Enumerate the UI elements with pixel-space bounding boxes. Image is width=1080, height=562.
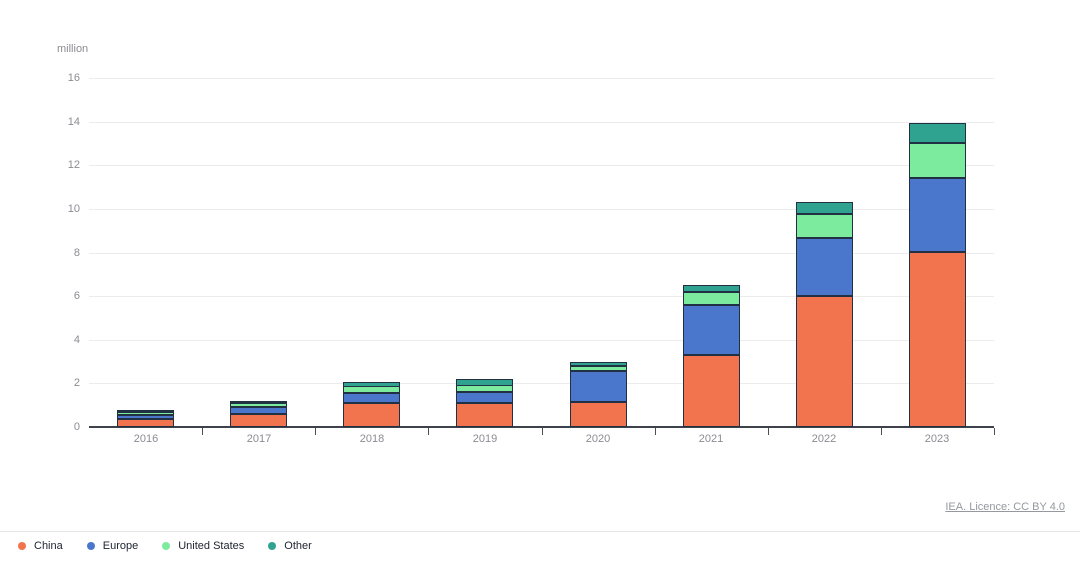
x-tick-label-2021: 2021	[698, 433, 724, 445]
bar-2021	[683, 285, 740, 427]
legend: China Europe United States Other	[18, 540, 312, 552]
legend-label-china: China	[34, 540, 63, 552]
gridline-4	[89, 340, 994, 341]
bar-2022-segment-other[interactable]	[796, 202, 853, 214]
y-tick-label-16: 16	[67, 72, 80, 84]
gridline-10	[89, 209, 994, 210]
bar-2022	[796, 202, 853, 427]
x-tick-label-2023: 2023	[924, 433, 950, 445]
bar-2017-segment-united-states[interactable]	[230, 403, 287, 407]
y-tick-label-2: 2	[73, 377, 80, 389]
bar-2023-segment-europe[interactable]	[909, 178, 966, 252]
licence-link[interactable]: IEA. Licence: CC BY 4.0	[945, 501, 1065, 513]
gridline-16	[89, 78, 994, 79]
y-tick-label-12: 12	[67, 159, 80, 171]
bar-2020-segment-united-states[interactable]	[570, 366, 627, 371]
bar-2019-segment-china[interactable]	[456, 403, 513, 427]
x-axis-tick-8	[994, 428, 995, 435]
x-tick-label-2020: 2020	[585, 433, 611, 445]
bar-2017-segment-china[interactable]	[230, 414, 287, 427]
bar-2016-segment-united-states[interactable]	[117, 412, 174, 415]
x-tick-label-2016: 2016	[133, 433, 159, 445]
legend-dot-united-states-icon	[162, 542, 171, 550]
x-axis-tick-1	[202, 428, 203, 435]
legend-label-united-states: United States	[178, 540, 245, 552]
x-axis-tick-5	[655, 428, 656, 435]
bar-2023-segment-china[interactable]	[909, 252, 966, 427]
y-axis-unit-label: million	[57, 43, 89, 55]
bar-2023	[909, 123, 966, 427]
gridline-6	[89, 296, 994, 297]
y-tick-label-0: 0	[73, 421, 80, 433]
legend-item-united-states[interactable]: United States	[162, 540, 244, 552]
gridline-12	[89, 165, 994, 166]
bar-2023-segment-united-states[interactable]	[909, 143, 966, 178]
bar-2018-segment-china[interactable]	[343, 403, 400, 427]
legend-divider	[0, 531, 1080, 532]
y-tick-label-14: 14	[67, 116, 80, 128]
bar-2021-segment-other[interactable]	[683, 285, 740, 292]
bar-2016	[117, 410, 174, 427]
gridline-8	[89, 253, 994, 254]
x-axis-line	[89, 426, 994, 428]
legend-dot-europe-icon	[86, 542, 95, 550]
legend-label-europe: Europe	[102, 540, 139, 552]
legend-dot-china-icon	[18, 542, 26, 550]
bar-2016-segment-other[interactable]	[117, 410, 174, 412]
bar-2017-segment-europe[interactable]	[230, 407, 287, 414]
gridline-14	[89, 122, 994, 123]
x-tick-label-2018: 2018	[359, 433, 385, 445]
bar-2019-segment-europe[interactable]	[456, 392, 513, 403]
bar-2022-segment-china[interactable]	[796, 296, 853, 427]
legend-item-china[interactable]: China	[18, 540, 63, 552]
bar-2021-segment-united-states[interactable]	[683, 292, 740, 305]
bar-2018-segment-united-states[interactable]	[343, 386, 400, 393]
bar-2016-segment-china[interactable]	[117, 419, 174, 427]
legend-label-other: Other	[284, 540, 312, 552]
bar-2020	[570, 362, 627, 427]
bar-2020-segment-europe[interactable]	[570, 371, 627, 402]
bar-2017	[230, 401, 287, 427]
bar-2020-segment-china[interactable]	[570, 402, 627, 427]
bar-2019-segment-other[interactable]	[456, 379, 513, 386]
bar-2021-segment-china[interactable]	[683, 355, 740, 427]
bar-2019	[456, 379, 513, 427]
bar-2022-segment-europe[interactable]	[796, 238, 853, 296]
y-tick-label-4: 4	[73, 334, 80, 346]
x-axis-tick-2	[315, 428, 316, 435]
legend-dot-other-icon	[268, 542, 277, 550]
bar-2019-segment-united-states[interactable]	[456, 385, 513, 392]
x-axis-tick-4	[542, 428, 543, 435]
bar-2022-segment-united-states[interactable]	[796, 214, 853, 238]
x-axis-tick-6	[768, 428, 769, 435]
bar-2018-segment-europe[interactable]	[343, 393, 400, 403]
y-tick-label-6: 6	[73, 290, 80, 302]
bar-2018	[343, 381, 400, 427]
bar-2018-segment-other[interactable]	[343, 382, 400, 387]
y-tick-label-10: 10	[67, 203, 80, 215]
bar-2016-segment-europe[interactable]	[117, 415, 174, 419]
legend-item-europe[interactable]: Europe	[86, 540, 139, 552]
bar-2017-segment-other[interactable]	[230, 401, 287, 403]
x-axis-tick-3	[428, 428, 429, 435]
bar-2021-segment-europe[interactable]	[683, 305, 740, 355]
bar-2020-segment-other[interactable]	[570, 362, 627, 366]
x-tick-label-2019: 2019	[472, 433, 498, 445]
x-tick-label-2022: 2022	[811, 433, 837, 445]
x-tick-label-2017: 2017	[246, 433, 272, 445]
gridline-2	[89, 383, 994, 384]
x-axis-tick-7	[881, 428, 882, 435]
legend-item-other[interactable]: Other	[268, 540, 312, 552]
bar-2023-segment-other[interactable]	[909, 123, 966, 143]
y-tick-label-8: 8	[73, 247, 80, 259]
